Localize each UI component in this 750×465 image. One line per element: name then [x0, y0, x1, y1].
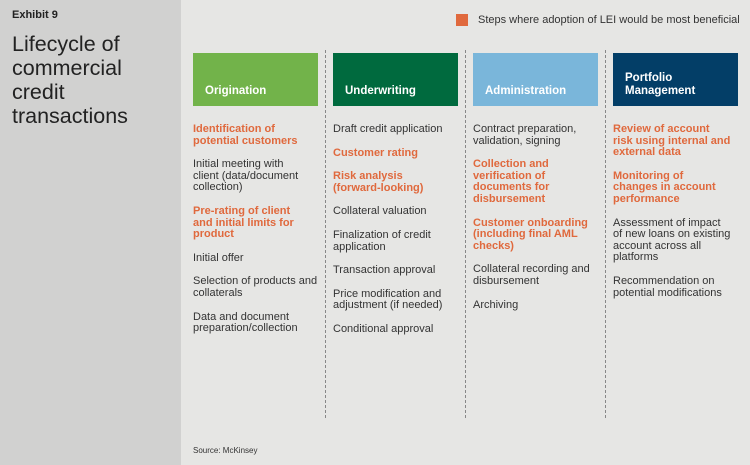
- step-item: Finalization of credit application: [333, 228, 431, 253]
- legend-swatch: [456, 14, 468, 26]
- step-item: Transaction approval: [333, 264, 436, 277]
- stage-header: Underwriting: [333, 53, 458, 106]
- step-item-highlighted: Customer rating: [333, 146, 418, 159]
- step-item-highlighted: Identification of potential customers: [193, 123, 298, 147]
- step-item: Initial meeting with client (data/docume…: [193, 158, 299, 194]
- stage-column: Administration Contract preparation, vali…: [473, 53, 598, 323]
- stage-header: Origination: [193, 53, 318, 106]
- step-item: Price modification and adjustment (if ne…: [333, 287, 443, 312]
- stage-column: Origination Identification of potential c…: [193, 53, 318, 347]
- step-item: Data and document preparation/collection: [193, 310, 298, 335]
- step-item: Assessment of impact of new loans on exi…: [613, 216, 731, 264]
- stage-steps: Review of account risk using internal an…: [613, 123, 738, 299]
- title-panel: Exhibit 9 Lifecycle of commercial credit…: [0, 0, 181, 465]
- legend-label: Steps where adoption of LEI would be mos…: [478, 14, 740, 26]
- step-item: Collateral valuation: [333, 205, 427, 218]
- step-item-highlighted: Pre-rating of client and initial limits …: [193, 204, 294, 241]
- step-item: Archiving: [473, 298, 519, 311]
- stage-steps: Contract preparation, validation, signin…: [473, 123, 598, 311]
- step-item: Conditional approval: [333, 322, 434, 335]
- stage-column: Underwriting Draft credit application Cust…: [333, 53, 458, 348]
- step-item-highlighted: Monitoring of changes in account perform…: [613, 169, 716, 205]
- step-item: Draft credit application: [333, 123, 443, 135]
- step-item: Contract preparation, validation, signin…: [473, 123, 577, 147]
- stage-steps: Identification of potential customers Ini…: [193, 123, 318, 335]
- step-item: Selection of products and collaterals: [193, 275, 318, 299]
- exhibit-label: Exhibit 9: [12, 9, 58, 21]
- step-item: Recommendation on potential modification…: [613, 274, 722, 299]
- step-item-highlighted: Risk analysis (forward-looking): [333, 170, 424, 194]
- step-item: Initial offer: [193, 251, 244, 264]
- column-divider: [605, 50, 606, 418]
- legend: Steps where adoption of LEI would be mos…: [456, 14, 740, 26]
- step-item-highlighted: Review of account risk using internal an…: [613, 123, 731, 159]
- step-item-highlighted: Collection and verification of documents…: [473, 158, 550, 205]
- stage-steps: Draft credit application Customer rating R…: [333, 123, 458, 336]
- step-item: Collateral recording and disbursement: [473, 263, 590, 287]
- stage-column: Portfolio Management Review of account ri…: [613, 53, 738, 311]
- step-item-highlighted: Customer onboarding (including final AML…: [473, 216, 588, 252]
- column-divider: [325, 50, 326, 418]
- page-title: Lifecycle of commercial credit transacti…: [12, 32, 128, 128]
- column-divider: [465, 50, 466, 418]
- source-note: Source: McKinsey: [193, 446, 258, 455]
- stage-header: Portfolio Management: [613, 53, 738, 106]
- stage-header: Administration: [473, 53, 598, 106]
